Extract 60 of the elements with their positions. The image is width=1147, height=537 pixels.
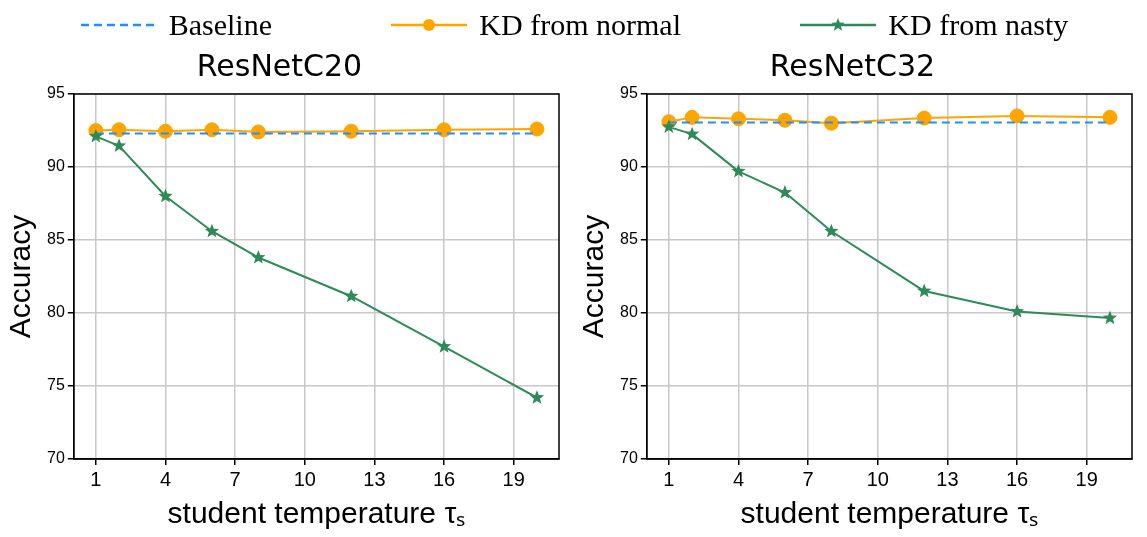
chart-title: ResNetC20 — [196, 47, 363, 83]
legend-label: Baseline — [168, 8, 272, 42]
point — [731, 163, 746, 178]
point — [1102, 310, 1118, 325]
point — [344, 288, 359, 303]
point — [684, 109, 700, 125]
y-tick-label: 90 — [47, 157, 65, 175]
point — [111, 138, 127, 152]
point — [436, 122, 452, 138]
point — [88, 128, 103, 143]
point — [777, 185, 793, 199]
y-axis-title: Accuracy — [3, 214, 37, 339]
x-axis-title: student temperature τₛ — [167, 496, 466, 530]
point — [824, 223, 839, 238]
x-tick-label: 10 — [293, 467, 316, 490]
point — [529, 390, 545, 404]
x-tick-label: 19 — [502, 467, 525, 490]
x-tick-label: 4 — [159, 467, 172, 490]
x-tick-label: 13 — [936, 467, 959, 490]
x-tick-label: 1 — [90, 467, 102, 490]
x-tick-label: 16 — [1005, 467, 1029, 490]
y-tick-label: 85 — [620, 230, 638, 248]
point — [204, 122, 220, 138]
x-tick-label: 10 — [866, 467, 889, 490]
point — [529, 121, 545, 137]
point — [917, 283, 932, 298]
point — [1009, 304, 1025, 318]
y-tick-label: 85 — [47, 230, 65, 248]
point — [684, 126, 700, 141]
point — [158, 188, 173, 203]
y-axis-title: Accuracy — [576, 214, 610, 339]
point — [1009, 108, 1025, 124]
x-tick-label: 7 — [802, 467, 814, 490]
y-tick-label: 80 — [47, 303, 65, 321]
x-axis-title: student temperature τₛ — [740, 496, 1039, 530]
y-tick-label: 75 — [620, 376, 638, 394]
legend-label: KD from normal — [479, 8, 681, 42]
y-tick-label: 80 — [620, 303, 638, 321]
y-tick-label: 95 — [620, 84, 638, 102]
x-tick-label: 13 — [363, 467, 386, 490]
y-tick-label: 90 — [620, 157, 638, 175]
chart-title: ResNetC32 — [769, 47, 936, 83]
y-tick-label: 70 — [620, 449, 638, 467]
point — [251, 250, 266, 264]
x-tick-label: 7 — [229, 467, 241, 490]
x-tick-label: 16 — [432, 467, 456, 490]
y-tick-label: 70 — [47, 449, 65, 467]
legend-label: KD from nasty — [888, 8, 1069, 42]
point — [436, 339, 452, 353]
point — [1102, 109, 1118, 125]
point — [661, 119, 676, 133]
y-tick-label: 95 — [47, 84, 65, 102]
point — [916, 110, 932, 126]
y-tick-label: 75 — [47, 376, 65, 394]
point — [111, 122, 127, 138]
x-tick-label: 19 — [1075, 467, 1098, 490]
point — [204, 223, 220, 238]
point — [250, 124, 266, 140]
x-tick-label: 1 — [663, 467, 675, 490]
x-tick-label: 4 — [732, 467, 745, 490]
